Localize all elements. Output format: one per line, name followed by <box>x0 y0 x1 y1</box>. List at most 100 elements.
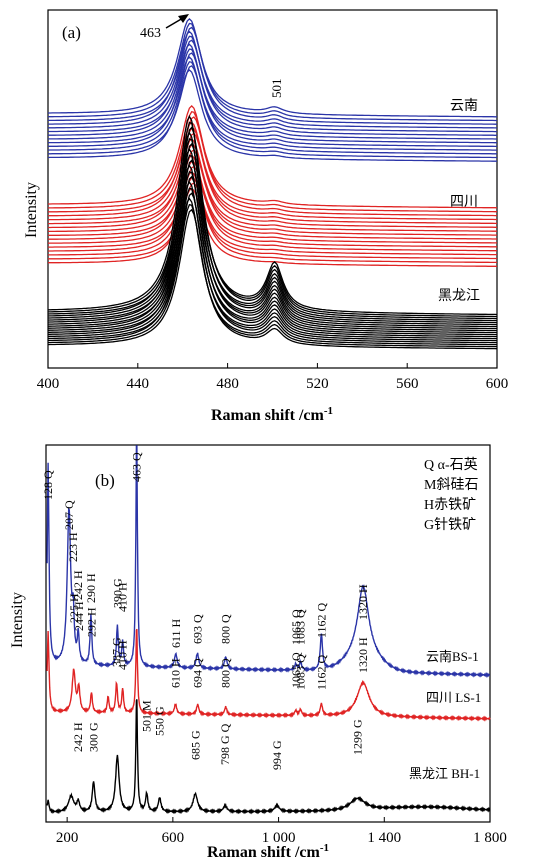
spectrum-1-4 <box>47 127 497 225</box>
panel-b-x-label-text: Raman shift /cm <box>207 844 321 861</box>
series-label-yunnan: 云南 <box>450 98 478 114</box>
x-tick-label-b-2: 1 000 <box>262 830 296 846</box>
panel-a: 400 440 480 520 560 600 (a) 463 501 云南 四川 黑龙江… <box>23 9 509 424</box>
panel-b-x-label-sup: -1 <box>320 842 329 854</box>
spectrum-1-14 <box>48 182 497 264</box>
peak-label-2-0: 242 H <box>71 722 85 752</box>
sample-label-yunnan: 云南BS-1 <box>426 649 479 664</box>
spectrum-1-0 <box>48 104 498 209</box>
spectrum-2-9 <box>48 164 498 334</box>
spectrum-1-12 <box>48 171 497 256</box>
panel-a-frame <box>47 9 498 369</box>
x-tick-label-a-3: 520 <box>306 376 329 392</box>
legend-quartz: Q α-石英 <box>424 456 478 473</box>
peak-label-1-2: 292 H <box>85 607 99 637</box>
peak-label-1-0: 225 H <box>67 593 81 623</box>
spectrum-1-2 <box>48 116 497 217</box>
series-group-1 <box>47 104 498 267</box>
peak-label-0-0: 128 Q <box>41 470 55 500</box>
panel-a-y-label: Intensity <box>23 182 40 238</box>
spectrum-0-1 <box>48 22 497 122</box>
spectrum-2-15 <box>48 197 497 346</box>
sample-label-sichuan: 四川 LS-1 <box>426 690 481 705</box>
peak-label-0-13: 1162 Q <box>314 602 328 638</box>
spectrum-2-12 <box>48 180 497 340</box>
spectrum-1-10 <box>47 160 497 248</box>
legend-hematite: H赤铁矿 <box>424 497 476 513</box>
peak-label-1-8: 1065 Q <box>289 652 303 688</box>
legend-moganite: M斜硅石 <box>424 477 478 493</box>
peak-label-2-7: 1299 G <box>351 719 365 755</box>
spectrum-1-5 <box>48 132 497 228</box>
peak-label-0-12: 1083 Q <box>294 609 308 645</box>
spectrum-1-1 <box>48 111 497 213</box>
spectrum-2-3 <box>47 131 497 322</box>
x-tick-label-b-4: 1 800 <box>473 830 507 846</box>
x-tick-label-b-0: 200 <box>56 830 79 846</box>
spectrum-0-6 <box>48 43 497 140</box>
peak-label-1-1: 244 H <box>72 601 86 631</box>
peak-label-1-11: 1320 H <box>356 637 370 673</box>
peak-label-2-2: 501 M <box>140 700 154 732</box>
spectrum-2-0 <box>48 114 498 316</box>
peak-label-0-4: 290 H <box>84 573 98 603</box>
peak-label-0-10: 800 Q <box>219 614 233 644</box>
panel-b-frame <box>45 444 491 823</box>
panel-a-x-label-text: Raman shift /cm <box>211 407 325 424</box>
x-tick-label-b-1: 600 <box>162 830 185 846</box>
panel-a-x-label-sup: -1 <box>324 405 333 417</box>
spectrum-0-7 <box>48 48 497 144</box>
spectrum-b-2 <box>46 699 491 815</box>
x-tick-label-a-0: 400 <box>37 376 60 392</box>
series-group-2 <box>47 114 498 350</box>
spectrum-b-1 <box>46 628 491 722</box>
peak-label-0-7: 463 Q <box>130 452 144 482</box>
peak-label-1-6: 694 Q <box>191 658 205 688</box>
peak-label-1-10: 1162 Q <box>314 654 328 690</box>
peak-label-0-9: 693 Q <box>190 614 204 644</box>
spectrum-2-8 <box>48 159 498 332</box>
panel-b-tag: (b) <box>95 471 115 490</box>
spectrum-0-4 <box>48 35 497 133</box>
spectrum-2-5 <box>47 142 497 326</box>
peak-label-2-4: 685 G <box>188 730 202 760</box>
peak-label-0-5: 390 G <box>110 578 124 608</box>
x-tick-label-a-4: 560 <box>396 376 419 392</box>
spectrum-2-7 <box>48 154 497 330</box>
x-tick-label-a-2: 480 <box>216 376 239 392</box>
spectrum-0-8 <box>47 52 497 148</box>
spectrum-2-16 <box>48 203 497 348</box>
peak-label-2-3: 550 G <box>153 706 167 736</box>
spectrum-2-17 <box>47 208 498 350</box>
spectrum-1-8 <box>48 149 497 240</box>
spectrum-0-9 <box>48 56 497 151</box>
panel-b-legend: Q α-石英 M斜硅石 H赤铁矿 G针铁矿 <box>424 456 478 533</box>
peak-label-1-4: 410 H <box>116 640 130 670</box>
spectrum-1-11 <box>48 165 497 252</box>
spectrum-0-11 <box>48 65 497 159</box>
peak-label-2-1: 300 G <box>87 722 101 752</box>
spectrum-2-10 <box>47 170 497 336</box>
x-tick-label-b-3: 1 400 <box>367 830 401 846</box>
peak-label-1-7: 800 Q <box>219 658 233 688</box>
panel-a-peak-501-label: 501 <box>269 79 284 99</box>
spectrum-0-2 <box>48 26 497 125</box>
x-tick-label-a-1: 440 <box>127 376 150 392</box>
panel-a-arrow <box>165 14 189 29</box>
panel-b-y-label: Intensity <box>9 592 26 648</box>
peak-label-0-2: 223 H <box>66 532 80 562</box>
peak-label-2-6: 994 G <box>270 740 284 770</box>
spectrum-1-3 <box>48 121 497 221</box>
panel-a-x-label: Raman shift /cm-1 <box>211 405 333 424</box>
panel-b-x-label: Raman shift /cm-1 <box>207 842 329 861</box>
peak-label-1-9: 1083 Q <box>294 654 308 690</box>
x-tick-label-a-5: 600 <box>486 376 509 392</box>
spectrum-1-13 <box>48 177 497 260</box>
legend-goethite: G针铁矿 <box>424 517 476 533</box>
spectrum-2-2 <box>47 126 497 320</box>
spectrum-0-5 <box>48 39 497 136</box>
spectrum-b-0 <box>46 445 490 678</box>
panel-b-curves <box>46 445 491 815</box>
